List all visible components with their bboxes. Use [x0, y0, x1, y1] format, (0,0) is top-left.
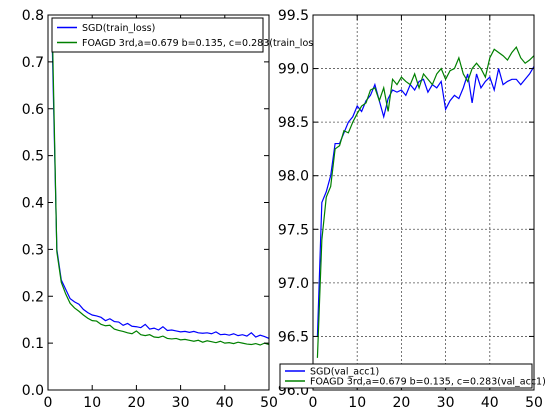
x-tick-label: 50 — [260, 395, 278, 411]
y-tick-label: 96.5 — [278, 329, 309, 345]
legend-label: SGD(val_acc1) — [310, 367, 379, 378]
x-tick-label: 20 — [392, 395, 410, 411]
y-tick-label: 98.0 — [278, 169, 309, 185]
x-tick-label: 40 — [216, 395, 234, 411]
legend-label: FOAGD 3rd,a=0.679 b=0.135, c=0.283(val_a… — [310, 377, 546, 388]
y-tick-label: 0.2 — [22, 289, 44, 305]
x-tick-label: 0 — [44, 395, 53, 411]
y-tick-label: 0.8 — [22, 8, 44, 24]
x-tick-label: 10 — [83, 395, 101, 411]
x-tick-label: 30 — [437, 395, 455, 411]
x-tick-label: 40 — [481, 395, 499, 411]
series-line-1 — [51, 33, 269, 346]
legend-label: FOAGD 3rd,a=0.679 b=0.135, c=0.283(train… — [82, 38, 322, 49]
x-tick-label: 30 — [172, 395, 190, 411]
plot-area — [48, 15, 269, 390]
y-tick-label: 98.5 — [278, 115, 309, 131]
y-tick-label: 0.0 — [22, 383, 44, 399]
legend: SGD(val_acc1)FOAGD 3rd,a=0.679 b=0.135, … — [279, 363, 546, 389]
y-tick-label: 97.0 — [278, 276, 309, 292]
y-tick-label: 0.3 — [22, 242, 44, 258]
series-line-0 — [51, 52, 269, 339]
legend-box — [51, 17, 264, 53]
val-accuracy-chart: 0 10 20 30 40 5096.096.597.097.598.098.599.09… — [278, 8, 546, 411]
x-tick-label: 0 — [309, 395, 318, 411]
x-tick-label: 50 — [525, 395, 543, 411]
axes-frame — [312, 14, 535, 391]
plot-area — [313, 15, 534, 390]
y-tick-label: 0.6 — [22, 102, 44, 118]
y-tick-label: 0.5 — [22, 149, 44, 165]
legend: SGD(train_loss) FOAGD 3rd,a=0.679 b=0.135… — [51, 17, 322, 53]
series-line-0 — [316, 66, 534, 337]
y-tick-label: 99.5 — [278, 8, 309, 24]
y-tick-label: 99.0 — [278, 62, 309, 78]
y-tick-label: 0.4 — [22, 196, 44, 212]
y-tick-label: 0.1 — [22, 336, 44, 352]
y-tick-label: 0.7 — [22, 55, 44, 71]
legend-label: SGD(train_loss) — [82, 23, 155, 34]
legend-box — [279, 363, 533, 389]
train-loss-chart: 0 10 20 30 40 50 0.0 0.1 0.2 0.3 0.4 0.5 0.6 0.7 0.8 SG… — [22, 8, 322, 411]
x-tick-label: 20 — [127, 395, 145, 411]
y-tick-label: 97.5 — [278, 222, 309, 238]
series-line-1 — [316, 45, 534, 358]
x-tick-label: 10 — [348, 395, 366, 411]
